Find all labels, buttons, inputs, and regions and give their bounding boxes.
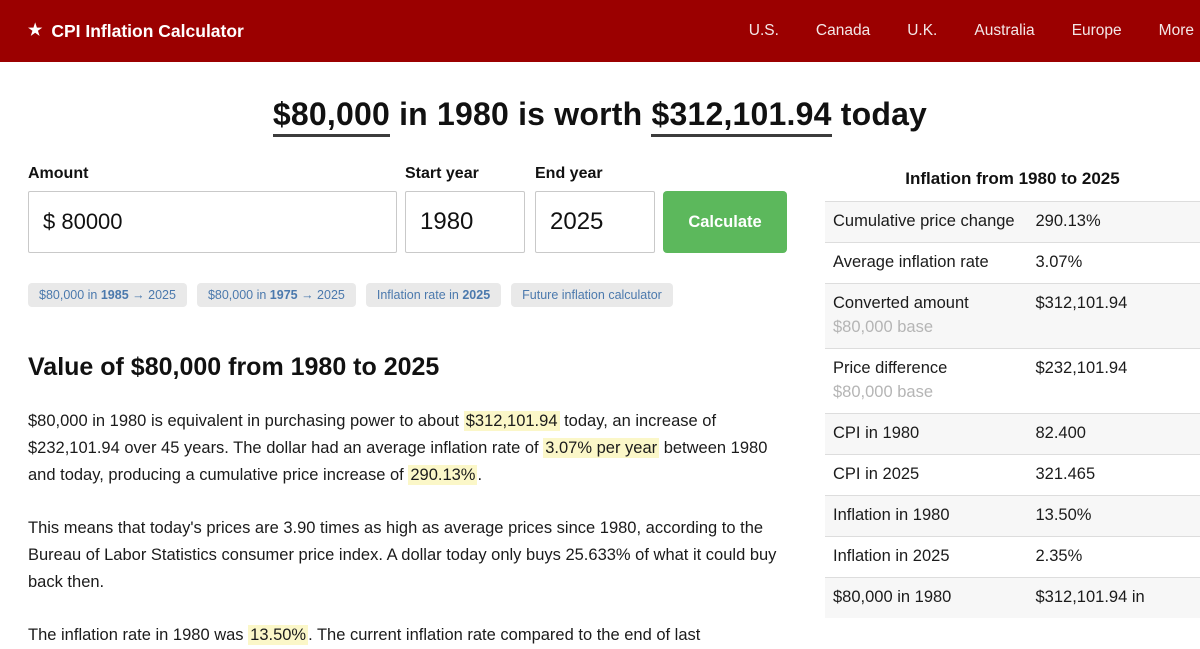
chip-text: $80,000 in [39, 288, 101, 302]
table-row: CPI in 2025 321.465 [825, 455, 1200, 496]
row-label-text: Price difference [833, 359, 1020, 378]
row-value: 3.07% [1028, 243, 1200, 284]
brand-title: CPI Inflation Calculator [51, 21, 244, 42]
amount-field-group: Amount [28, 165, 397, 253]
chip-future-inflation-calculator[interactable]: Future inflation calculator [511, 283, 673, 307]
row-label: Converted amount $80,000 base [825, 284, 1028, 349]
inflation-summary-sidebar: Inflation from 1980 to 2025 Cumulative p… [825, 157, 1200, 618]
row-label: Inflation in 1980 [825, 496, 1028, 537]
paragraph-text: The inflation rate in 1980 was [28, 626, 248, 644]
chip-text: → 2025 [298, 288, 345, 302]
row-label: CPI in 1980 [825, 414, 1028, 455]
row-value: 321.465 [1028, 455, 1200, 496]
table-row: Price difference $80,000 base $232,101.94 [825, 349, 1200, 414]
page-title: $80,000 in 1980 is worth $312,101.94 tod… [0, 96, 1200, 133]
end-year-label: End year [535, 165, 655, 183]
chip-bold-year: 1985 [101, 288, 129, 302]
quick-links: $80,000 in 1985 → 2025 $80,000 in 1975 →… [28, 283, 787, 307]
chip-80000-1975[interactable]: $80,000 in 1975 → 2025 [197, 283, 356, 307]
table-row: CPI in 1980 82.400 [825, 414, 1200, 455]
start-year-label: Start year [405, 165, 525, 183]
table-row: Cumulative price change 290.13% [825, 202, 1200, 243]
row-label: CPI in 2025 [825, 455, 1028, 496]
highlighted-value: 290.13% [408, 465, 477, 485]
row-label: $80,000 in 1980 [825, 578, 1028, 619]
paragraph-text: . [477, 466, 482, 484]
row-value: $312,101.94 [1028, 284, 1200, 349]
sidebar-title: Inflation from 1980 to 2025 [825, 169, 1200, 189]
row-label-text: Converted amount [833, 294, 1020, 313]
table-row: Converted amount $80,000 base $312,101.94 [825, 284, 1200, 349]
main-content: Amount Start year End year Calculate $80… [0, 157, 1200, 649]
left-column: Amount Start year End year Calculate $80… [0, 157, 825, 649]
calculate-button[interactable]: Calculate [663, 191, 787, 253]
chip-text: Inflation rate in [377, 288, 462, 302]
brand-home-link[interactable]: ★ CPI Inflation Calculator [28, 21, 244, 42]
chip-bold-year: 1975 [270, 288, 298, 302]
nav-item-us[interactable]: U.S. [749, 22, 779, 40]
paragraph-3: The inflation rate in 1980 was 13.50%. T… [28, 622, 787, 649]
nav-item-uk[interactable]: U.K. [907, 22, 937, 40]
row-sub-note: $80,000 base [833, 318, 1020, 337]
amount-label: Amount [28, 165, 397, 183]
chip-text: → 2025 [129, 288, 176, 302]
row-label: Average inflation rate [825, 243, 1028, 284]
title-result: $312,101.94 [651, 96, 831, 137]
title-middle: in 1980 is worth [390, 96, 651, 132]
row-label: Cumulative price change [825, 202, 1028, 243]
amount-input[interactable] [28, 191, 397, 253]
title-amount: $80,000 [273, 96, 390, 137]
chip-bold-year: 2025 [462, 288, 490, 302]
table-row: $80,000 in 1980 $312,101.94 in [825, 578, 1200, 619]
paragraph-text: $80,000 in 1980 is equivalent in purchas… [28, 412, 464, 430]
nav-item-canada[interactable]: Canada [816, 22, 870, 40]
title-suffix: today [832, 96, 927, 132]
star-icon: ★ [28, 23, 42, 39]
chip-inflation-rate-2025[interactable]: Inflation rate in 2025 [366, 283, 501, 307]
inflation-stats-table: Cumulative price change 290.13% Average … [825, 201, 1200, 618]
nav-item-europe[interactable]: Europe [1072, 22, 1122, 40]
highlighted-value: $312,101.94 [464, 411, 560, 431]
chip-text: $80,000 in [208, 288, 270, 302]
section-heading: Value of $80,000 from 1980 to 2025 [28, 353, 787, 382]
highlighted-value: 13.50% [248, 625, 308, 645]
table-row: Inflation in 2025 2.35% [825, 537, 1200, 578]
nav-item-more[interactable]: More [1159, 22, 1194, 40]
article-body: Value of $80,000 from 1980 to 2025 $80,0… [28, 353, 787, 649]
top-nav-bar: ★ CPI Inflation Calculator U.S. Canada U… [0, 0, 1200, 62]
highlighted-value: 3.07% per year [543, 438, 659, 458]
row-value: $312,101.94 in [1028, 578, 1200, 619]
chip-text: Future inflation calculator [522, 288, 662, 302]
paragraph-2: This means that today's prices are 3.90 … [28, 515, 787, 596]
end-year-input[interactable] [535, 191, 655, 253]
start-year-input[interactable] [405, 191, 525, 253]
row-value: 82.400 [1028, 414, 1200, 455]
nav-item-australia[interactable]: Australia [974, 22, 1034, 40]
paragraph-text: . The current inflation rate compared to… [308, 626, 700, 644]
table-row: Average inflation rate 3.07% [825, 243, 1200, 284]
row-value: 290.13% [1028, 202, 1200, 243]
row-label: Price difference $80,000 base [825, 349, 1028, 414]
paragraph-1: $80,000 in 1980 is equivalent in purchas… [28, 408, 787, 489]
row-sub-note: $80,000 base [833, 383, 1020, 402]
table-row: Inflation in 1980 13.50% [825, 496, 1200, 537]
end-year-field-group: End year [535, 165, 655, 253]
row-value: $232,101.94 [1028, 349, 1200, 414]
chip-80000-1985[interactable]: $80,000 in 1985 → 2025 [28, 283, 187, 307]
row-value: 13.50% [1028, 496, 1200, 537]
row-label: Inflation in 2025 [825, 537, 1028, 578]
row-value: 2.35% [1028, 537, 1200, 578]
start-year-field-group: Start year [405, 165, 525, 253]
calculator-form: Amount Start year End year Calculate [28, 165, 787, 253]
main-nav: U.S. Canada U.K. Australia Europe More [712, 22, 1194, 40]
